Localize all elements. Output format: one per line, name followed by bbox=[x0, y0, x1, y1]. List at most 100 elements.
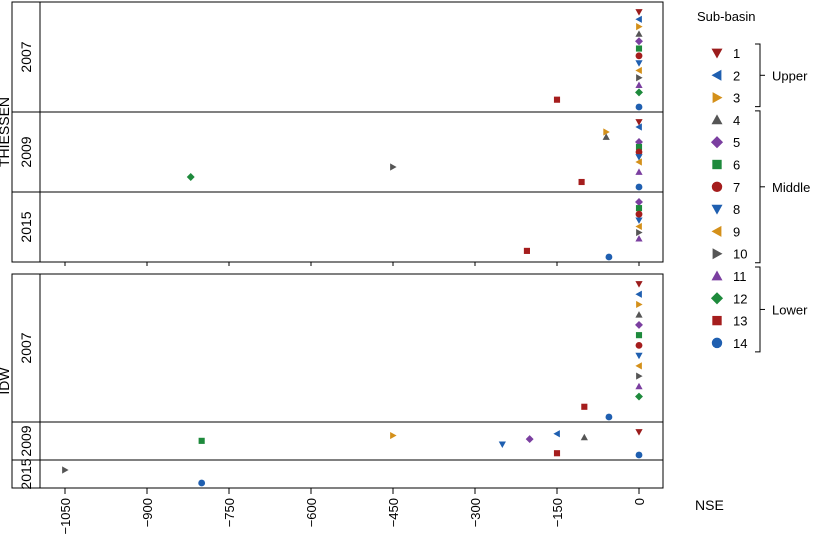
point-sb-1 bbox=[635, 119, 643, 126]
legend-label: 7 bbox=[733, 180, 740, 195]
year-strip bbox=[11, 273, 41, 489]
legend-label: 3 bbox=[733, 91, 740, 106]
panel-thiessen: THIESSEN 2007 2009 2015 bbox=[0, 1, 664, 263]
x-tick-label: −450 bbox=[386, 498, 401, 527]
legend-item-13: 13 bbox=[712, 314, 747, 329]
point-sb-14 bbox=[635, 103, 643, 111]
point-sb-13 bbox=[523, 247, 530, 254]
legend-item-1: 1 bbox=[711, 46, 740, 61]
legend-label: 13 bbox=[733, 314, 747, 329]
x-tick-label: −1050 bbox=[58, 498, 73, 535]
point-sb-11 bbox=[635, 81, 643, 88]
legend-label: 4 bbox=[733, 113, 740, 128]
group-bracket bbox=[755, 266, 761, 353]
legend-marker-7 bbox=[711, 181, 723, 193]
point-sb-5 bbox=[635, 198, 643, 206]
year-label: 2009 bbox=[18, 136, 34, 167]
method-label: IDW bbox=[0, 367, 12, 395]
point-sb-12 bbox=[186, 173, 195, 181]
group-bracket bbox=[755, 43, 761, 108]
point-sb-1 bbox=[635, 429, 643, 436]
point-sb-8 bbox=[635, 217, 643, 224]
year-label: 2015 bbox=[18, 211, 34, 242]
point-sb-8 bbox=[498, 441, 506, 448]
point-sb-14 bbox=[605, 253, 613, 261]
point-sb-5 bbox=[525, 435, 534, 444]
legend-item-12: 12 bbox=[710, 291, 747, 306]
point-sb-6 bbox=[635, 332, 643, 339]
panels-layer: THIESSEN 2007 2009 2015 IDW 2007 2009 2015 bbox=[0, 1, 664, 490]
point-sb-9 bbox=[635, 362, 642, 370]
point-sb-7 bbox=[635, 341, 643, 349]
point-sb-7 bbox=[635, 52, 643, 60]
x-tick-label: −750 bbox=[222, 498, 237, 527]
point-sb-3 bbox=[603, 128, 610, 136]
legend-item-9: 9 bbox=[711, 224, 740, 239]
x-tick-label: −300 bbox=[468, 498, 483, 527]
legend-label: 12 bbox=[733, 291, 747, 306]
legend-marker-4 bbox=[711, 114, 723, 125]
legend-marker-12 bbox=[710, 292, 724, 305]
point-sb-10 bbox=[636, 372, 643, 380]
point-sb-4 bbox=[602, 133, 610, 140]
year-label: 2009 bbox=[18, 425, 34, 456]
legend-marker-10 bbox=[712, 248, 723, 260]
legend-item-4: 4 bbox=[711, 113, 740, 128]
legend-item-7: 7 bbox=[711, 180, 740, 195]
panel-idw: IDW 2007 2009 2015 bbox=[0, 273, 664, 490]
point-sb-8 bbox=[635, 352, 643, 360]
method-label: THIESSEN bbox=[0, 97, 12, 167]
x-tick-label: 0 bbox=[632, 498, 647, 505]
panel-frame bbox=[39, 1, 664, 263]
point-sb-2 bbox=[635, 15, 642, 23]
point-sb-13 bbox=[578, 178, 585, 186]
legend-marker-11 bbox=[711, 270, 723, 281]
point-sb-11 bbox=[635, 168, 643, 175]
point-sb-12 bbox=[635, 392, 643, 401]
point-sb-13 bbox=[553, 96, 561, 103]
legend-item-14: 14 bbox=[711, 336, 747, 351]
point-sb-1 bbox=[635, 9, 643, 16]
point-sb-10 bbox=[62, 466, 69, 474]
point-sb-12 bbox=[635, 88, 643, 97]
legend-label: 11 bbox=[733, 269, 747, 284]
legend-marker-1 bbox=[711, 48, 723, 59]
point-sb-2 bbox=[635, 123, 642, 131]
legend-title: Sub-basin bbox=[697, 9, 756, 24]
x-axis-label: NSE bbox=[695, 497, 724, 513]
group-bracket bbox=[755, 110, 761, 264]
legend-label: 2 bbox=[733, 68, 740, 83]
legend-label: 1 bbox=[733, 46, 740, 61]
point-sb-6 bbox=[635, 45, 643, 52]
point-sb-14 bbox=[635, 451, 643, 459]
x-tick-label: −900 bbox=[140, 498, 155, 527]
point-sb-3 bbox=[390, 431, 397, 440]
x-axis: −1050 −900 −750 −600 −450 −300 −150 0 NSE bbox=[40, 262, 724, 535]
point-sb-2 bbox=[553, 430, 560, 438]
legend-marker-3 bbox=[712, 92, 723, 104]
point-sb-7 bbox=[635, 148, 643, 156]
x-tick-label: −150 bbox=[550, 498, 565, 527]
point-sb-6 bbox=[198, 437, 205, 444]
point-sb-4 bbox=[580, 433, 588, 441]
point-sb-5 bbox=[635, 320, 643, 329]
legend-item-11: 11 bbox=[711, 269, 747, 284]
group-label: Middle bbox=[772, 180, 810, 195]
year-strip bbox=[11, 1, 41, 263]
group-lower: Lower bbox=[755, 266, 808, 353]
legend-marker-8 bbox=[711, 204, 723, 215]
legend-marker-6 bbox=[712, 159, 722, 170]
legend-item-10: 10 bbox=[712, 247, 747, 262]
point-sb-9 bbox=[635, 66, 642, 75]
legend-item-3: 3 bbox=[712, 91, 740, 106]
group-middle: Middle bbox=[755, 110, 810, 264]
point-sb-3 bbox=[636, 23, 643, 31]
point-sb-2 bbox=[635, 290, 642, 298]
point-sb-10 bbox=[636, 228, 643, 237]
point-sb-6 bbox=[635, 205, 643, 212]
point-sb-10 bbox=[390, 163, 397, 171]
point-sb-5 bbox=[635, 37, 643, 46]
legend-marker-2 bbox=[711, 69, 722, 81]
year-label: 2015 bbox=[18, 458, 34, 489]
group-label: Lower bbox=[772, 302, 808, 317]
